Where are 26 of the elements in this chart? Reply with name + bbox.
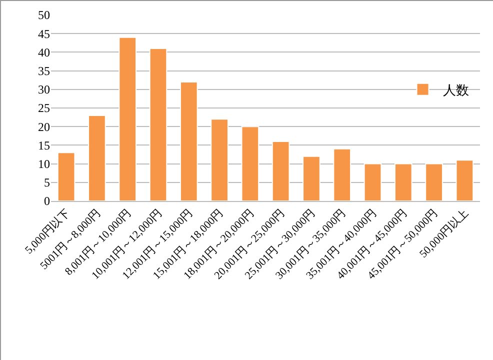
y-tick-label: 45 [38,26,50,41]
y-tick-label: 40 [38,45,50,60]
y-tick-label: 20 [38,120,50,134]
legend-label: 人数 [442,82,469,98]
bar [364,163,382,201]
bar [241,126,260,201]
bar [456,160,474,201]
y-tick-label: 35 [38,64,50,78]
y-tick-label: 30 [38,82,50,97]
bar [302,156,320,201]
y-tick-label: 5 [44,176,50,190]
bar [88,114,106,201]
bar [272,140,290,201]
bar [57,152,76,201]
bar [210,118,228,201]
bar [333,148,352,201]
y-tick-label: 25 [38,101,50,116]
bar [180,81,198,201]
y-tick-label: 15 [38,138,50,152]
y-tick-label: 0 [44,194,50,208]
bar [118,36,137,201]
bar [425,163,443,201]
y-tick-label: 10 [38,157,50,171]
y-tick-label: 50 [38,8,50,22]
bar [149,48,168,201]
bar [394,163,412,201]
